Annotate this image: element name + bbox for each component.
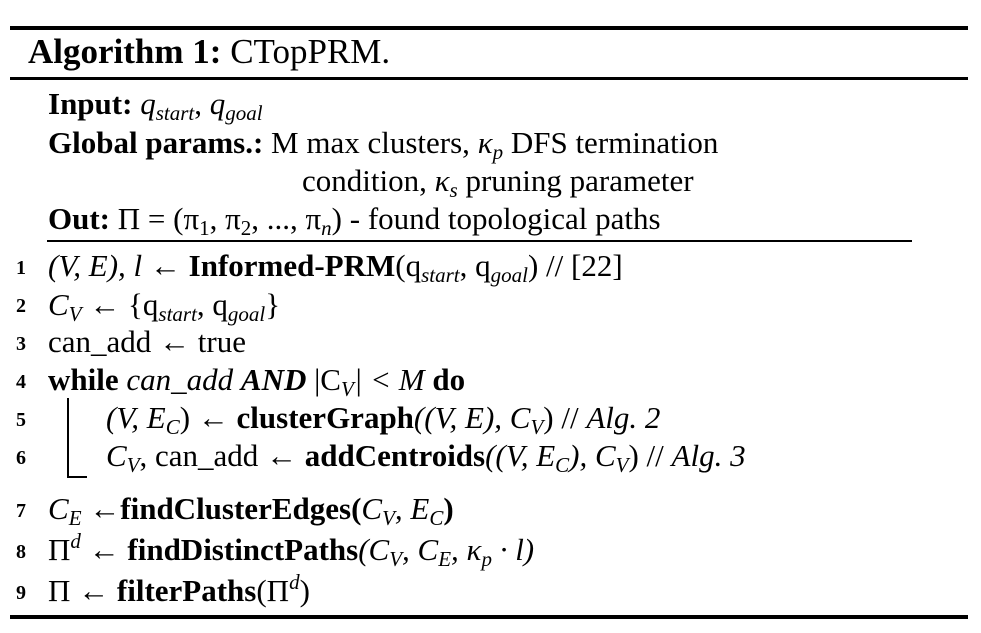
loop-bracket-foot <box>67 476 87 478</box>
title-rule <box>10 77 968 80</box>
function-name: addCentroids <box>304 438 486 473</box>
input-line: Input: qstart, qgoal <box>48 86 263 125</box>
code-line-4: while can_add AND |CV| < M do <box>48 362 466 401</box>
params-line-2: condition, κs pruning parameter <box>302 163 694 202</box>
code-line-3: can_add ← true <box>48 324 246 359</box>
while-keyword: while <box>48 362 119 397</box>
code-line-2: CV ← {qstart, qgoal} <box>48 287 281 326</box>
loop-bracket-vertical <box>67 398 69 478</box>
code-line-1: (V, E), l ← Informed-PRM(qstart, qgoal) … <box>48 248 623 287</box>
algorithm-name: CTopPRM. <box>230 32 391 71</box>
do-keyword: do <box>432 362 466 397</box>
line-number: 7 <box>16 500 26 522</box>
algorithm-title: Algorithm 1: CTopPRM. <box>28 30 390 74</box>
out-label: Out: <box>48 201 110 236</box>
code-line-9: Π ← filterPaths(Πd) <box>48 570 310 608</box>
header-rule <box>47 240 912 242</box>
function-name: findDistinctPaths <box>127 532 359 567</box>
bottom-rule <box>10 615 968 619</box>
function-name: filterPaths <box>116 573 257 608</box>
code-line-8: Πd ← findDistinctPaths(CV, CE, κp · l) <box>48 529 535 571</box>
code-line-5: (V, EC) ← clusterGraph((V, E), CV) // Al… <box>106 400 661 439</box>
line-number: 4 <box>16 371 26 393</box>
algorithm-label: Algorithm 1: <box>28 32 222 71</box>
input-label: Input: <box>48 86 133 121</box>
line-number: 1 <box>16 257 26 279</box>
code-line-7: CE ←findClusterEdges(CV, EC) <box>48 491 454 530</box>
function-name: Informed-PRM <box>188 248 396 283</box>
params-line-1: Global params.: M max clusters, κp DFS t… <box>48 125 719 164</box>
function-name: clusterGraph <box>236 400 414 435</box>
line-number: 9 <box>16 582 26 604</box>
params-label: Global params.: <box>48 125 264 160</box>
line-number: 6 <box>16 447 26 469</box>
line-number: 2 <box>16 295 26 317</box>
code-line-6: CV, can_add ← addCentroids((V, EC), CV) … <box>106 438 746 477</box>
line-number: 8 <box>16 541 26 563</box>
top-rule <box>10 26 968 30</box>
line-number: 5 <box>16 409 26 431</box>
out-line: Out: Π = (π1, π2, ..., πn) - found topol… <box>48 201 661 240</box>
function-name: findClusterEdges( <box>120 491 362 526</box>
line-number: 3 <box>16 333 26 355</box>
